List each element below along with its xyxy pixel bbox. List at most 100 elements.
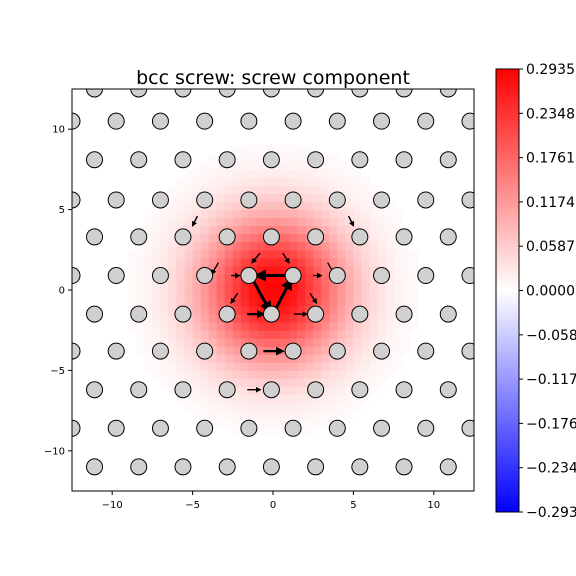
heat-cell <box>321 370 330 379</box>
heat-cell <box>128 249 137 259</box>
atom-marker <box>218 89 236 98</box>
heat-cell <box>152 281 161 291</box>
heat-cell <box>256 322 266 331</box>
heat-cell <box>321 201 330 211</box>
heat-cell <box>305 281 314 291</box>
heat-cell <box>305 161 314 170</box>
heat-cell <box>224 330 234 339</box>
heat-cell <box>248 225 258 235</box>
heat-cell <box>128 290 137 299</box>
heat-cell <box>232 233 242 243</box>
heat-cell <box>353 257 362 267</box>
heat-cell <box>361 225 370 235</box>
heat-cell <box>361 249 370 259</box>
heat-cell <box>385 306 395 315</box>
heat-cell <box>369 281 379 291</box>
atom-marker <box>174 228 192 246</box>
heat-cell <box>385 314 395 323</box>
atom-marker <box>218 305 236 323</box>
heat-cell <box>208 177 218 186</box>
atom-marker <box>284 191 302 209</box>
heat-cell <box>297 169 306 178</box>
atom-marker <box>417 112 435 130</box>
heat-cell <box>321 273 330 283</box>
heat-cell <box>216 378 226 387</box>
heat-cell <box>313 298 322 307</box>
heat-cell <box>200 233 210 243</box>
heat-cell <box>329 257 338 267</box>
atom-marker <box>107 342 125 360</box>
heat-cell <box>232 145 242 154</box>
heat-cell <box>224 265 234 275</box>
heat-cell <box>337 330 346 339</box>
heat-cell <box>321 354 330 363</box>
heat-cell <box>208 185 218 195</box>
heat-cell <box>232 370 242 379</box>
heat-cell <box>144 233 153 243</box>
atom-marker <box>395 228 413 246</box>
heat-cell <box>361 217 370 227</box>
heat-cell <box>168 346 178 355</box>
heat-cell <box>289 145 298 154</box>
atom-marker <box>307 458 325 476</box>
heat-cell <box>361 394 370 404</box>
heat-cell <box>353 330 362 339</box>
heat-cell <box>208 298 218 307</box>
heat-cell <box>248 330 258 339</box>
heat-cell <box>256 370 266 379</box>
heat-cell <box>289 298 298 307</box>
heat-cell <box>393 209 403 219</box>
y-axis-ticks: −10 −5 0 5 10 <box>44 125 72 457</box>
heat-cell <box>329 410 338 420</box>
heat-cell <box>289 378 298 387</box>
heat-cell <box>273 265 282 275</box>
heat-cell <box>369 314 379 323</box>
heat-cell <box>208 233 218 243</box>
heat-cell <box>273 201 282 211</box>
heat-cell <box>264 201 274 211</box>
heat-cell <box>353 185 362 195</box>
heat-cell <box>144 290 153 299</box>
heat-cell <box>281 145 290 154</box>
heat-cell <box>264 281 274 291</box>
heat-cell <box>281 217 290 227</box>
heat-cell <box>377 330 387 339</box>
heat-cell <box>208 241 218 251</box>
heat-cell <box>281 169 290 178</box>
colorbar-tick-label: −0.1761 <box>526 416 576 432</box>
heat-cell <box>297 378 306 387</box>
heat-cell <box>289 233 298 243</box>
heat-cell <box>216 346 226 355</box>
heat-cell <box>353 217 362 227</box>
atom-marker <box>86 89 104 98</box>
heat-cell <box>353 249 362 259</box>
atom-marker <box>262 228 280 246</box>
heat-cell <box>184 209 194 219</box>
heat-cell <box>160 257 169 267</box>
heat-cell <box>345 185 354 195</box>
heat-cell <box>385 249 395 259</box>
heat-cell <box>289 410 298 420</box>
heat-cell <box>281 378 290 387</box>
heat-cell <box>184 378 194 387</box>
heat-cell <box>273 370 282 379</box>
heat-cell <box>192 225 202 235</box>
heat-cell <box>297 193 306 203</box>
atom-marker <box>196 191 214 209</box>
atom-marker <box>130 305 148 323</box>
heat-cell <box>168 370 178 379</box>
heat-cell <box>273 209 282 219</box>
heat-cell <box>256 426 266 436</box>
heat-cell <box>192 290 202 299</box>
heat-cell <box>200 290 210 299</box>
heat-cell <box>232 354 242 363</box>
heat-cell <box>305 201 314 211</box>
heat-cell <box>369 306 379 315</box>
heat-cell <box>232 306 242 315</box>
heat-cell <box>224 410 234 420</box>
heat-cell <box>144 209 153 219</box>
heat-cell <box>232 249 242 259</box>
atom-marker <box>107 419 125 437</box>
heat-cell <box>281 233 290 243</box>
x-tick-label: −5 <box>185 500 200 511</box>
